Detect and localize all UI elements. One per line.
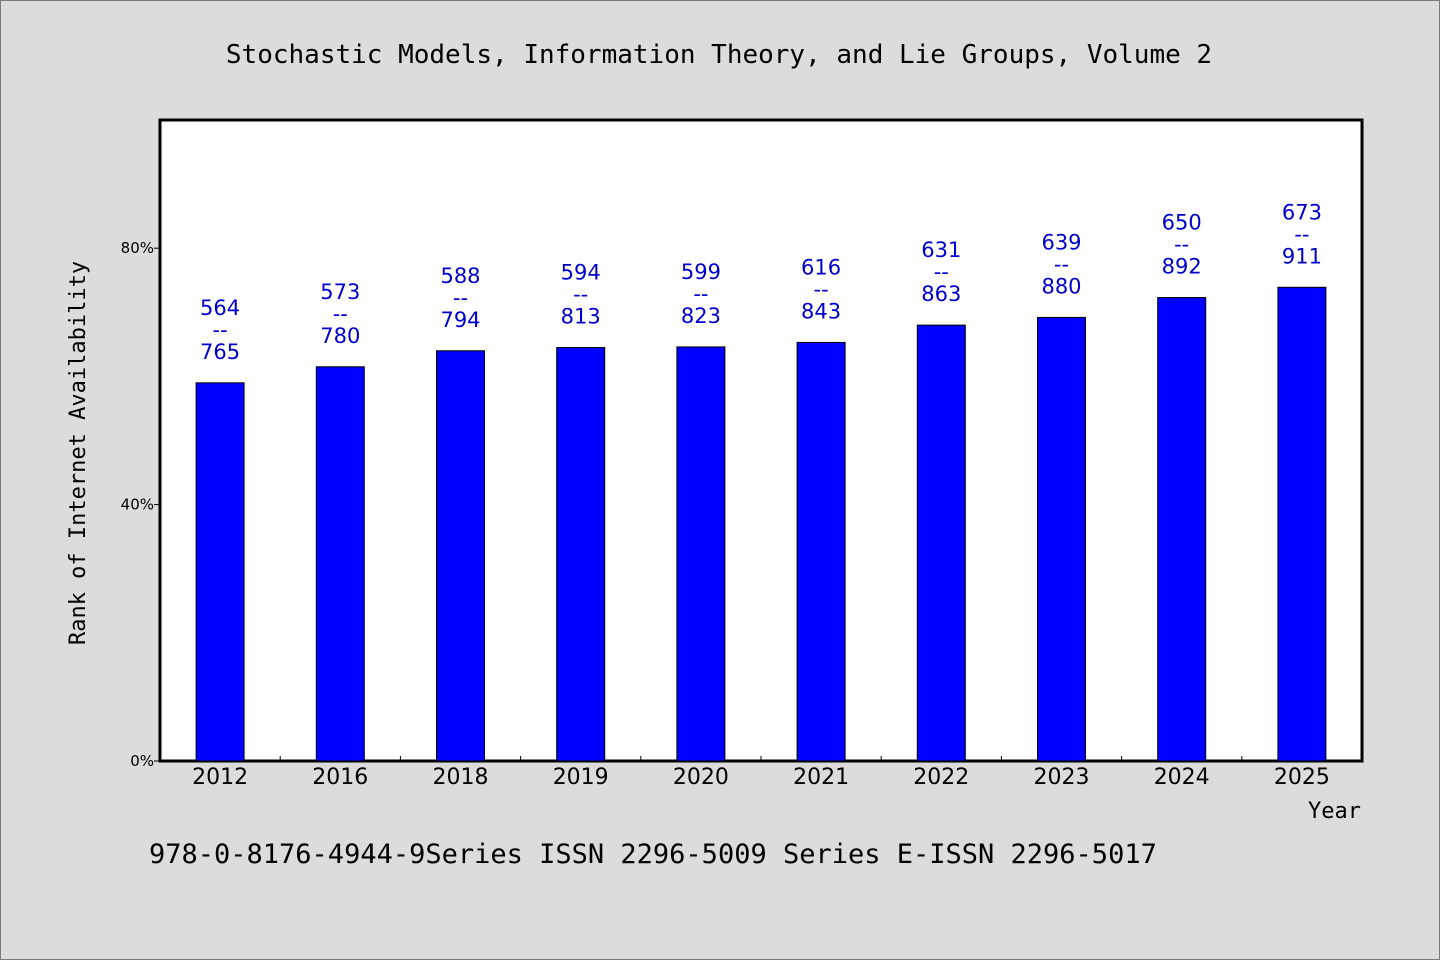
bar-2021 bbox=[796, 341, 846, 762]
bar-value-label: 650 bbox=[1162, 211, 1202, 235]
x-tick-label: 2012 bbox=[192, 765, 248, 790]
x-tick-label: 2021 bbox=[793, 765, 849, 790]
x-tick-label: 2016 bbox=[312, 765, 368, 790]
bar-2018 bbox=[436, 350, 485, 762]
bar-value-label: 564 bbox=[200, 296, 240, 320]
x-tick-label: 2018 bbox=[433, 765, 489, 790]
x-tick-label: 2019 bbox=[553, 765, 609, 790]
x-tick-label: 2024 bbox=[1154, 765, 1210, 790]
bar-2019 bbox=[556, 347, 606, 762]
bar-value-label: -- bbox=[814, 277, 829, 301]
bar-value-label: 616 bbox=[801, 255, 841, 279]
bar-value-label: -- bbox=[693, 282, 708, 306]
bar-value-label: -- bbox=[573, 283, 588, 307]
isbn-footnote: 978-0-8176-4944-9Series ISSN 2296-5009 S… bbox=[149, 839, 1157, 870]
x-tick-label: 2023 bbox=[1034, 765, 1090, 790]
bar-value-label: 573 bbox=[320, 280, 360, 304]
x-axis-label: Year bbox=[1308, 799, 1361, 824]
bar-2022 bbox=[916, 324, 966, 762]
bar-value-label: 880 bbox=[1041, 274, 1081, 298]
data-labels-group: 564--765573--780588--794594--813599--823… bbox=[200, 200, 1322, 364]
bar-value-label: 823 bbox=[681, 304, 721, 328]
bar-value-label: 780 bbox=[320, 324, 360, 348]
bar-value-label: 794 bbox=[440, 308, 480, 332]
bar-value-label: 631 bbox=[921, 238, 961, 262]
bar-value-label: 863 bbox=[921, 282, 961, 306]
bar-value-label: 843 bbox=[801, 299, 841, 323]
bar-value-label: 673 bbox=[1282, 200, 1322, 224]
bar-value-label: 588 bbox=[440, 264, 480, 288]
chart-title: Stochastic Models, Information Theory, a… bbox=[226, 40, 1212, 70]
bar-2012 bbox=[195, 382, 245, 762]
y-tick-label: 40% bbox=[121, 496, 154, 514]
bar-value-label: 911 bbox=[1282, 244, 1322, 268]
y-axis: 0% 40% 80% bbox=[121, 239, 160, 770]
bar-value-label: 765 bbox=[200, 340, 240, 364]
y-tick-label: 80% bbox=[121, 239, 154, 257]
bar-value-label: 594 bbox=[561, 261, 601, 285]
bar-value-label: 599 bbox=[681, 260, 721, 284]
bar-2020 bbox=[676, 346, 726, 762]
bar-2016 bbox=[315, 366, 365, 762]
bar-value-label: -- bbox=[213, 318, 228, 342]
bar-value-label: -- bbox=[934, 260, 949, 284]
x-tick-label: 2020 bbox=[673, 765, 729, 790]
bar-value-label: -- bbox=[453, 286, 468, 310]
bar-value-label: 813 bbox=[561, 305, 601, 329]
bar-value-label: -- bbox=[1294, 222, 1309, 246]
y-axis-label: Rank of Internet Availability bbox=[66, 261, 91, 645]
bars-group bbox=[195, 286, 1327, 762]
y-tick-label: 0% bbox=[130, 752, 154, 770]
x-tick-label: 2022 bbox=[913, 765, 969, 790]
x-axis: 2012 2016 2018 2019 2020 2021 2022 2023 2024 2025 bbox=[192, 756, 1330, 790]
x-tick-label: 2025 bbox=[1274, 765, 1330, 790]
bar-value-label: -- bbox=[1054, 252, 1069, 276]
bar-2024 bbox=[1157, 297, 1207, 762]
bar-value-label: -- bbox=[333, 302, 348, 326]
bar-2023 bbox=[1037, 316, 1086, 762]
bar-value-label: 892 bbox=[1162, 255, 1202, 279]
bar-value-label: 639 bbox=[1041, 230, 1081, 254]
bar-2025 bbox=[1277, 286, 1327, 762]
bar-value-label: -- bbox=[1174, 233, 1189, 257]
